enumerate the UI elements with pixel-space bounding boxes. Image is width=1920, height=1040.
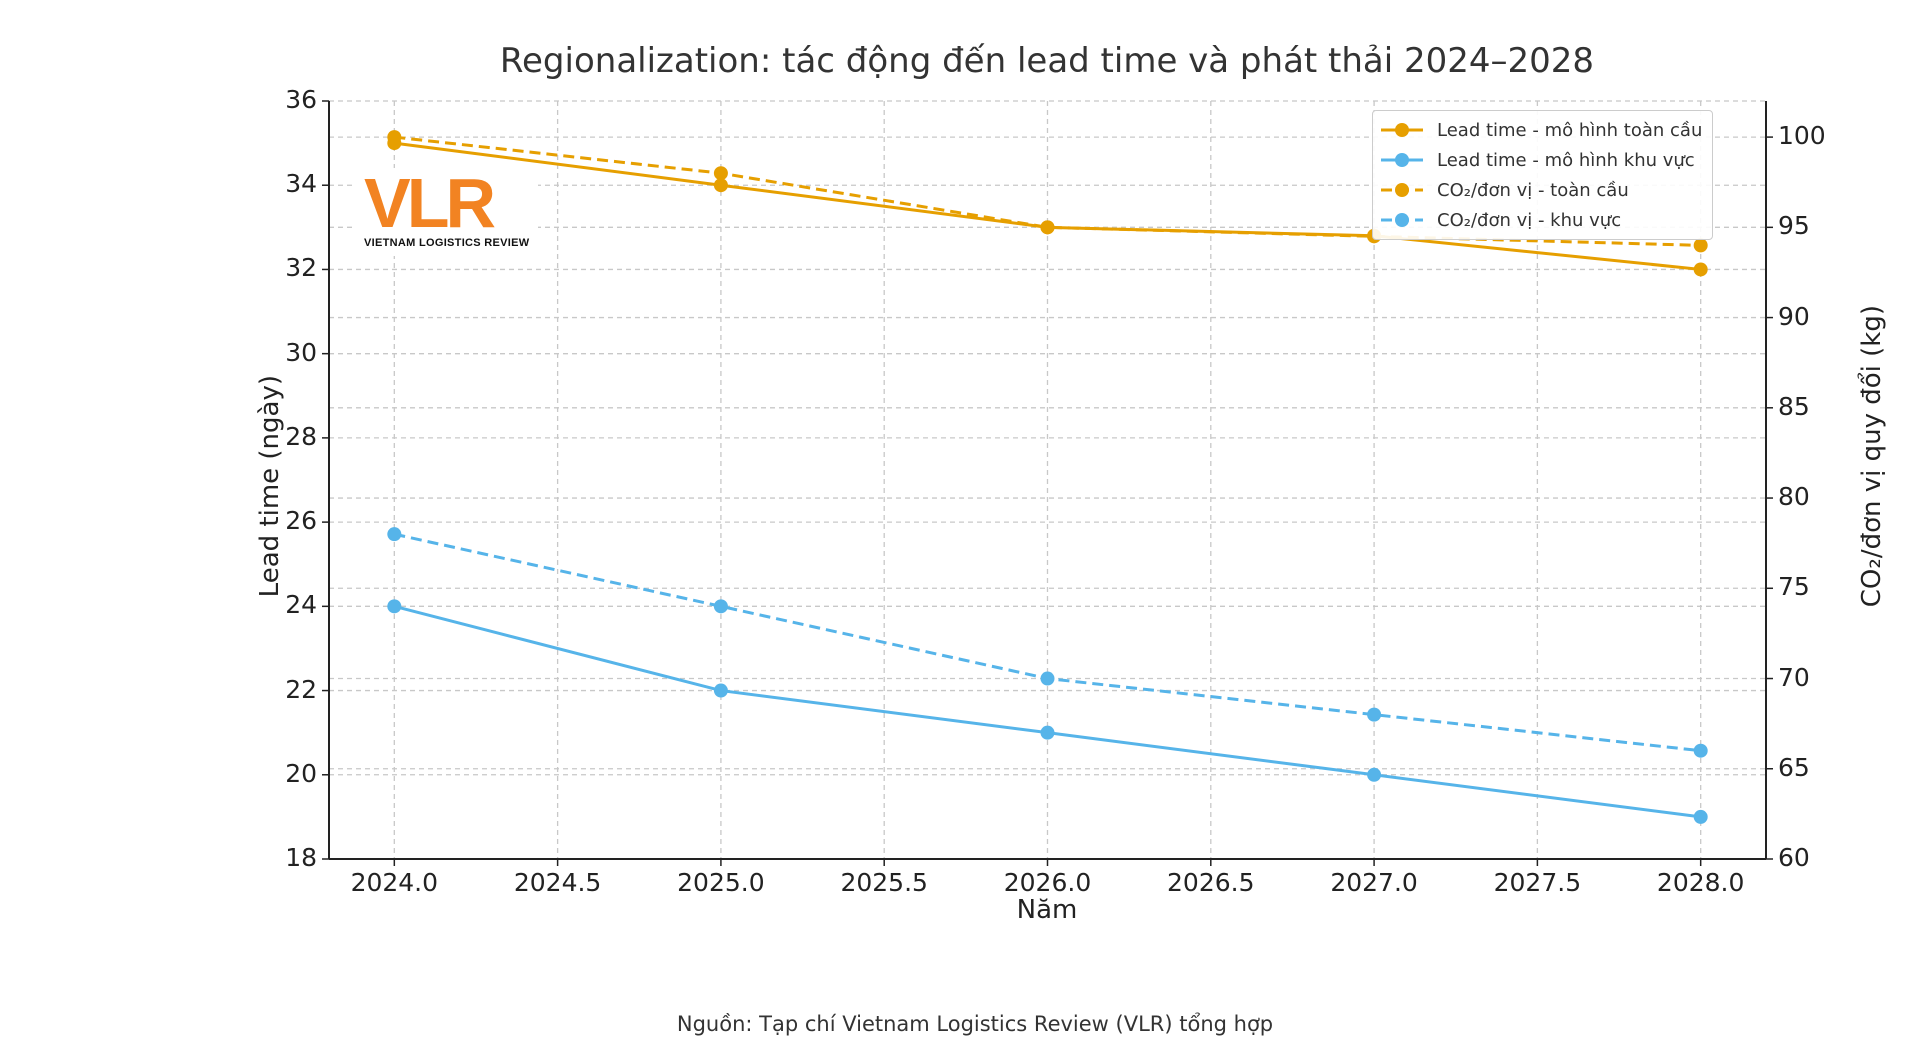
axes: [322, 100, 1773, 866]
y-left-tick-label: 34: [285, 169, 317, 199]
x-tick-label: 2024.0: [350, 868, 439, 897]
x-tick-label: 2028.0: [1656, 868, 1745, 897]
data-point: [1040, 671, 1055, 686]
legend-label: Lead time - mô hình khu vực: [1437, 149, 1695, 171]
data-point: [1367, 767, 1382, 782]
y-right-tick-label: 70: [1778, 662, 1810, 692]
legend-marker: [1395, 123, 1409, 137]
x-tick-label: 2027.5: [1493, 868, 1582, 897]
y-right-tick-label: 75: [1778, 572, 1810, 602]
y-right-tick-label: 85: [1778, 391, 1810, 421]
x-tick-label: 2025.5: [840, 868, 928, 897]
legend-marker-icon: [1381, 153, 1423, 167]
y-right-tick-label: 65: [1778, 752, 1810, 782]
data-point: [387, 130, 402, 145]
chart-title: Regionalization: tác động đến lead time …: [499, 41, 1595, 81]
y-left-tick-label: 20: [285, 758, 317, 788]
x-axis-label: Năm: [1016, 895, 1078, 925]
data-point: [1693, 809, 1708, 824]
legend: Lead time - mô hình toàn cầu Lead time - …: [1372, 110, 1714, 240]
data-point: [1693, 743, 1708, 758]
legend-label: CO₂/đơn vị - toàn cầu: [1437, 179, 1629, 201]
legend-item: CO₂/đơn vị - toàn cầu: [1379, 175, 1702, 205]
legend-label: Lead time - mô hình toàn cầu: [1437, 119, 1703, 141]
source-note: Nguồn: Tạp chí Vietnam Logistics Review …: [676, 1012, 1274, 1036]
y-left-tick-label: 22: [285, 674, 317, 704]
data-point: [713, 178, 728, 193]
y-axis-left-label: Lead time (ngày): [255, 375, 285, 598]
y-right-tick-label: 60: [1778, 843, 1810, 872]
y-axis-right-label: CO₂/đơn vị quy đổi (kg): [1857, 305, 1887, 608]
legend-item: Lead time - mô hình toàn cầu: [1379, 115, 1702, 145]
y-right-tick-label: 90: [1778, 301, 1810, 331]
data-point: [387, 599, 402, 614]
y-right-tick-label: 95: [1778, 211, 1810, 241]
x-tick-label: 2024.5: [513, 868, 602, 897]
data-point: [1040, 725, 1055, 740]
x-tick-label: 2026.0: [1003, 868, 1092, 897]
y-right-tick-label: 80: [1778, 482, 1810, 512]
y-left-tick-label: 28: [285, 421, 317, 451]
logo-subtitle: VIETNAM LOGISTICS REVIEW: [364, 237, 530, 249]
legend-item: CO₂/đơn vị - khu vực: [1379, 205, 1702, 235]
x-tick-label: 2027.0: [1330, 868, 1418, 897]
y-left-tick-label: 18: [285, 843, 317, 872]
x-tick-label: 2025.0: [677, 868, 765, 897]
y-left-tick-label: 24: [285, 590, 317, 620]
data-point: [713, 683, 728, 698]
y-left-tick-label: 26: [285, 506, 317, 536]
legend-marker: [1395, 213, 1409, 227]
y-left-tick-label: 30: [285, 337, 317, 367]
data-point: [1040, 220, 1055, 235]
legend-item: Lead time - mô hình khu vực: [1379, 145, 1702, 175]
legend-marker-icon: [1381, 183, 1423, 197]
data-point: [713, 166, 728, 181]
vlr-logo: VLR VIETNAM LOGISTICS REVIEW: [356, 168, 538, 256]
legend-label: CO₂/đơn vị - khu vực: [1437, 209, 1622, 231]
legend-marker: [1395, 183, 1409, 197]
legend-marker-icon: [1381, 123, 1423, 137]
y-right-tick-label: 100: [1778, 121, 1826, 151]
data-point: [1367, 707, 1382, 722]
legend-marker-icon: [1381, 213, 1423, 227]
data-point: [387, 527, 402, 542]
logo-text: VLR: [364, 164, 496, 242]
x-tick-label: 2026.5: [1167, 868, 1255, 897]
y-left-tick-label: 32: [285, 253, 317, 283]
data-point: [713, 599, 728, 614]
legend-marker: [1395, 153, 1409, 167]
y-left-tick-label: 36: [285, 85, 317, 114]
data-point: [1693, 262, 1708, 277]
data-point: [1693, 238, 1708, 253]
